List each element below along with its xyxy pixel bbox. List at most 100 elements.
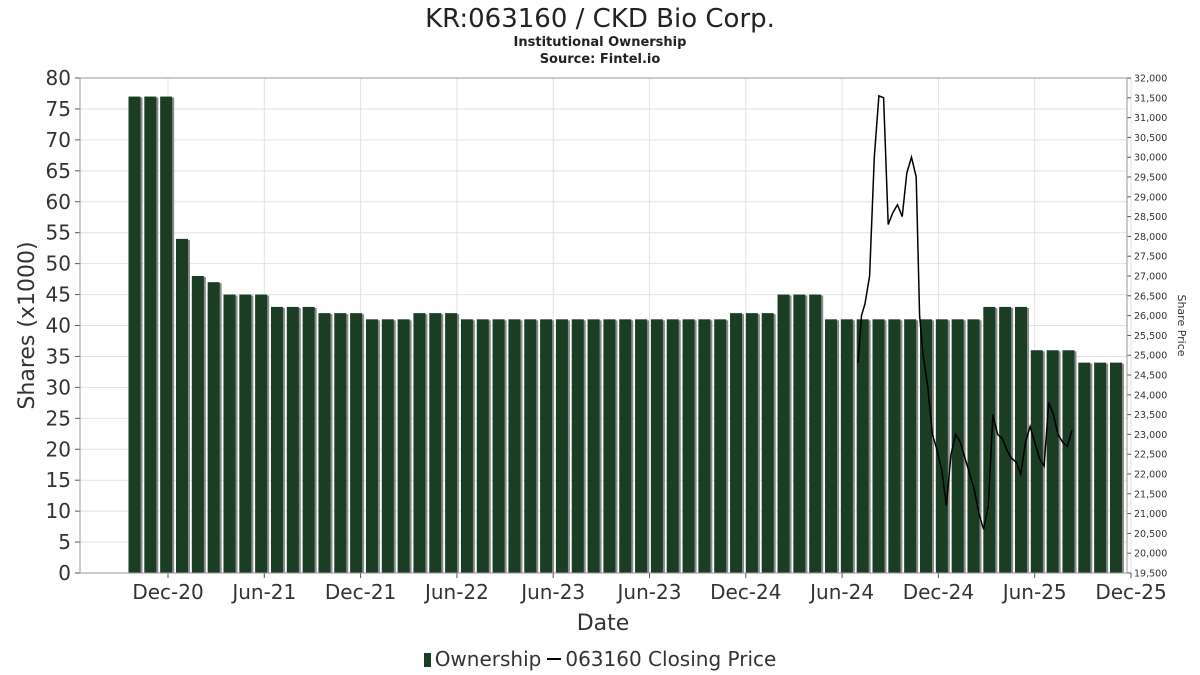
y2-tick-label: 23,500	[1134, 410, 1167, 421]
ownership-bar	[128, 96, 141, 573]
chart-source: Source: Fintel.io	[539, 52, 661, 67]
y2-tick-label: 29,000	[1134, 192, 1167, 203]
ownership-bar	[397, 319, 410, 573]
price-legend-swatch	[547, 658, 562, 660]
y2-tick-label: 21,500	[1134, 489, 1167, 500]
y2-tick-label: 21,000	[1134, 509, 1167, 520]
x-tick-label: Jun-25	[1001, 580, 1067, 604]
y-tick-label: 45	[46, 283, 71, 307]
y2-tick-label: 26,500	[1134, 291, 1167, 302]
ownership-bar	[571, 319, 584, 573]
y-tick-label: 5	[58, 530, 71, 554]
ownership-bar	[840, 319, 853, 573]
ownership-bar	[935, 319, 948, 573]
x-tick-label: Jun-21	[230, 580, 296, 604]
y-tick-label: 0	[58, 561, 71, 585]
ownership-bar	[144, 96, 157, 573]
x-tick-label: Dec-20	[132, 580, 203, 604]
y2-tick-label: 22,500	[1134, 450, 1167, 461]
price-line-layer	[857, 94, 1073, 530]
ownership-bar	[1094, 362, 1107, 573]
y-tick-label: 65	[46, 159, 71, 183]
ownership-bar	[524, 319, 537, 573]
y-tick-label: 60	[46, 190, 71, 214]
ownership-bar	[872, 319, 885, 573]
y2-tick-label: 19,500	[1134, 569, 1167, 580]
ownership-bar	[587, 319, 600, 573]
ownership-legend-label: Ownership	[434, 647, 542, 671]
x-tick-label: Jun-22	[423, 580, 489, 604]
y-tick-label: 15	[46, 468, 71, 492]
ownership-bar	[682, 319, 695, 573]
y2-axis-title: Share Price	[1175, 294, 1188, 356]
ownership-bar	[761, 313, 774, 573]
y-axis-title: Shares (x1000)	[15, 241, 40, 409]
y2-tick-label: 31,500	[1134, 93, 1167, 104]
ownership-bar	[318, 313, 331, 573]
ownership-bar	[508, 319, 521, 573]
ownership-bar	[920, 319, 932, 573]
y2-tick-label: 31,000	[1134, 113, 1167, 124]
axis-layer: 0 5 10 15 20 25 30 35 40 45 50 55 60 65 70 75 80 19,500 20…	[15, 66, 1188, 636]
y2-tick-label: 22,000	[1134, 470, 1167, 481]
ownership-bar	[286, 306, 299, 573]
ownership-bar	[635, 319, 648, 573]
y2-tick-label: 30,000	[1134, 153, 1167, 164]
y2-tick-label: 27,000	[1134, 272, 1167, 283]
ownership-bar	[1109, 362, 1122, 573]
y-tick-label: 20	[46, 437, 71, 461]
chart-title: KR:063160 / CKD Bio Corp.	[425, 4, 775, 34]
ownership-bar	[650, 319, 663, 573]
ownership-bar	[603, 319, 616, 573]
y2-tick-label: 26,000	[1134, 311, 1167, 322]
ownership-bar	[1014, 306, 1027, 573]
price-legend-label: 063160 Closing Price	[565, 647, 777, 671]
ownership-bar	[967, 319, 980, 573]
y2-tick-label: 20,000	[1134, 549, 1167, 560]
ownership-bar	[223, 294, 236, 573]
ownership-bar	[619, 319, 632, 573]
ownership-bar	[714, 319, 727, 573]
ownership-bar	[793, 294, 806, 573]
y-tick-label: 10	[46, 499, 71, 523]
ownership-bar	[555, 319, 568, 573]
x-tick-label: Dec-24	[710, 580, 781, 604]
ownership-bar	[904, 319, 917, 573]
x-tick-label: Dec-25	[1095, 580, 1166, 604]
y-tick-label: 75	[46, 97, 71, 121]
y2-tick-label: 25,000	[1134, 351, 1167, 362]
y-tick-label: 50	[46, 252, 71, 276]
y2-tick-label: 27,500	[1134, 252, 1167, 263]
ownership-legend-swatch	[423, 653, 431, 667]
y-tick-label: 55	[46, 221, 71, 245]
ownership-bar	[365, 319, 378, 573]
x-tick-label: Jun-24	[808, 580, 874, 604]
ownership-bar	[460, 319, 473, 573]
y-tick-label: 70	[46, 128, 71, 152]
x-tick-label: Dec-24	[903, 580, 974, 604]
ownership-bar	[666, 319, 679, 573]
ownership-bar	[350, 313, 363, 573]
chart-subtitle: Institutional Ownership	[513, 35, 687, 50]
x-tick-label: Jun-23	[616, 580, 682, 604]
price-line	[857, 94, 1073, 530]
ownership-bar	[540, 319, 553, 573]
ownership-bar	[825, 319, 838, 573]
ownership-bar	[191, 276, 204, 573]
ownership-bar	[856, 319, 869, 573]
y-tick-label: 25	[46, 406, 71, 430]
ownership-bar	[698, 319, 711, 573]
y2-tick-label: 30,500	[1134, 133, 1167, 144]
y2-tick-label: 24,500	[1134, 371, 1167, 382]
ownership-bar	[381, 319, 394, 573]
ownership-bar	[476, 319, 489, 573]
chart-legend: Ownership 063160 Closing Price	[0, 647, 1200, 671]
plot-frame	[79, 77, 1128, 574]
x-tick-label: Jun-23	[519, 580, 585, 604]
ownership-bar	[255, 294, 268, 573]
ownership-bar	[745, 313, 758, 573]
y-tick-label: 30	[46, 375, 71, 399]
ownership-bar	[888, 319, 901, 573]
ownership-bar	[334, 313, 347, 573]
ownership-bar	[1046, 350, 1059, 573]
